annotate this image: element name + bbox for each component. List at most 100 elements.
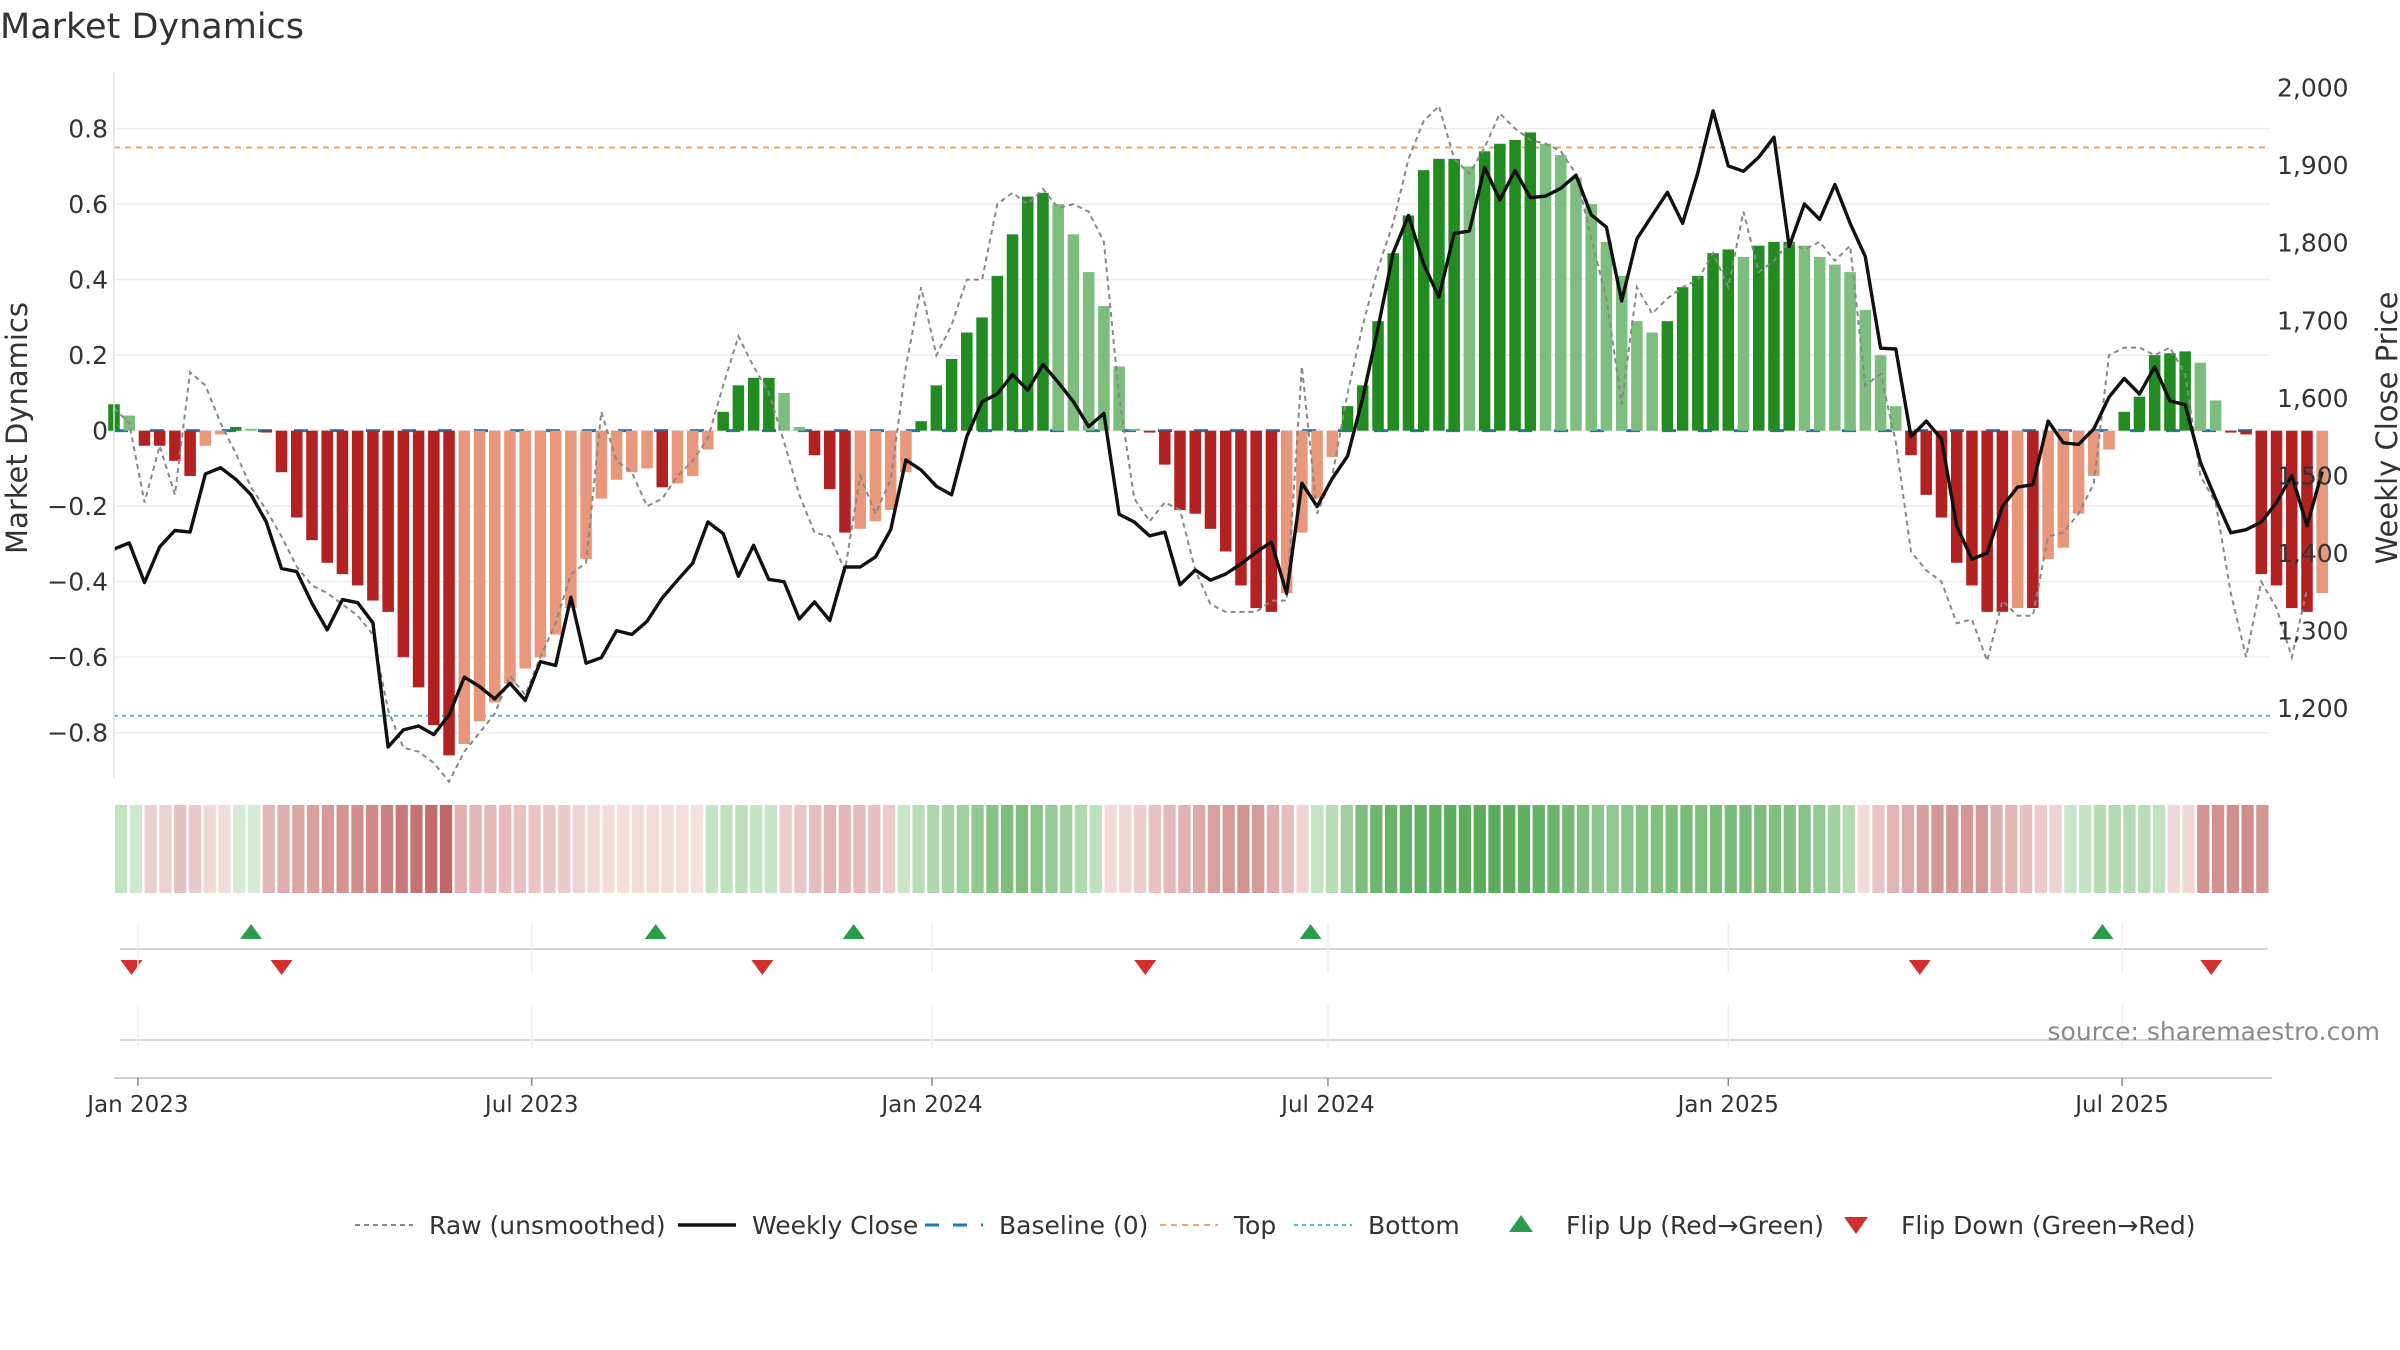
y-tick-label-left: 0 <box>92 417 108 446</box>
regime-cell <box>1503 805 1516 893</box>
y-tick-label-left: −0.4 <box>47 568 108 597</box>
y-tick-label-right: 1,700 <box>2277 306 2349 335</box>
dynamics-bar <box>1676 287 1689 431</box>
regime-cell <box>1576 805 1590 893</box>
dynamics-bar <box>915 421 927 431</box>
dynamics-bar <box>1555 155 1567 431</box>
regime-cell <box>646 805 659 893</box>
dynamics-bar <box>2225 430 2237 433</box>
dynamics-bar <box>686 430 699 476</box>
dynamics-bar <box>1600 241 1613 431</box>
regime-cell <box>262 805 275 893</box>
regime-cell <box>882 805 896 893</box>
dynamics-bar <box>2285 430 2298 609</box>
dynamics-bar <box>1250 430 1262 609</box>
legend: Raw (unsmoothed) Weekly Close Baseline (0)… <box>355 1211 2196 1240</box>
y-tick-label-right: 1,500 <box>2277 461 2349 490</box>
flip-down-marker <box>1134 960 1157 975</box>
regime-cell <box>1813 805 1826 893</box>
regime-cell <box>749 805 763 893</box>
flip-down-marker <box>120 960 143 975</box>
regime-cell <box>2152 805 2166 893</box>
regime-cell <box>897 805 910 893</box>
legend-item: Weekly Close <box>678 1211 918 1240</box>
regime-cell <box>1872 805 1885 893</box>
line-series <box>113 104 2324 784</box>
y-tick-label-left: 0.6 <box>68 190 108 219</box>
dynamics-bar <box>656 430 669 488</box>
regime-cell <box>720 805 733 893</box>
regime-cell <box>1783 805 1796 893</box>
y-tick-label-left: −0.2 <box>47 492 108 521</box>
regime-cell <box>484 805 497 893</box>
dynamics-bar <box>595 430 608 499</box>
dynamics-bar <box>565 430 577 609</box>
dynamics-bar <box>443 430 455 756</box>
dynamics-bar <box>793 426 806 431</box>
regime-cell <box>912 805 925 893</box>
regime-cell <box>2138 805 2151 893</box>
regime-cell <box>1340 805 1353 893</box>
dynamics-bar <box>839 430 851 533</box>
regime-cell <box>1384 805 1398 893</box>
regime-cell <box>941 805 955 893</box>
dynamics-bar <box>1798 245 1811 431</box>
flip-down-marker <box>751 960 774 975</box>
dynamics-bar <box>945 358 958 431</box>
regime-cell <box>676 805 689 893</box>
flip-up-marker <box>842 924 865 939</box>
regime-cell <box>366 805 379 893</box>
regime-cell <box>1946 805 1959 893</box>
regime-cell <box>1089 805 1102 893</box>
dynamics-bar <box>1692 275 1704 431</box>
regime-cell <box>425 805 438 893</box>
regime-cell <box>218 805 231 893</box>
dynamics-bar <box>1402 215 1415 431</box>
regime-cell <box>1562 805 1575 893</box>
regime-cell <box>1547 805 1560 893</box>
regime-cell <box>1237 805 1250 893</box>
dynamics-bar <box>1098 306 1110 431</box>
dynamics-bar <box>2072 430 2085 514</box>
dynamics-bar <box>1752 245 1765 431</box>
regime-cell <box>1444 805 1457 893</box>
regime-cell <box>395 805 408 893</box>
regime-cell <box>558 805 571 893</box>
dynamics-bar <box>1783 241 1795 431</box>
dynamics-bar <box>763 377 775 431</box>
regime-cell <box>1207 805 1221 893</box>
dynamics-bar <box>2179 351 2191 431</box>
regime-cell <box>1931 805 1944 893</box>
dynamics-bar <box>1570 177 1582 431</box>
regime-cell <box>1680 805 1693 893</box>
legend-swatch <box>1844 1217 1868 1234</box>
dynamics-bar <box>1874 355 1887 431</box>
dynamics-bar <box>1539 143 1552 431</box>
y-tick-label-right: 1,200 <box>2277 694 2349 723</box>
regime-cell <box>1193 805 1206 893</box>
dynamics-bar <box>671 430 684 484</box>
regime-cell <box>2079 805 2092 893</box>
y-tick-label-right: 2,000 <box>2277 74 2349 103</box>
flip-up-marker <box>240 924 263 939</box>
dynamics-bar <box>184 430 196 476</box>
dynamics-bar <box>1981 430 1993 612</box>
dynamics-bar <box>306 430 318 541</box>
flip-up-marker <box>2091 924 2114 939</box>
dynamics-bar <box>1646 332 1658 431</box>
regime-cell <box>1665 805 1678 893</box>
dynamics-bar <box>1722 249 1735 431</box>
dynamics-bar <box>1174 430 1186 510</box>
regime-cell <box>956 805 969 893</box>
regime-strip <box>115 805 2269 893</box>
dynamics-bar <box>549 430 562 635</box>
dynamics-bar <box>1219 430 1232 552</box>
regime-cell <box>1458 805 1472 893</box>
regime-cell <box>115 805 128 893</box>
regime-cell <box>1650 805 1664 893</box>
legend-item: Top <box>1160 1211 1276 1240</box>
regime-cell <box>1857 805 1870 893</box>
regime-cell <box>2093 805 2107 893</box>
dynamics-bar <box>169 430 181 461</box>
dynamics-bar <box>1082 272 1095 431</box>
